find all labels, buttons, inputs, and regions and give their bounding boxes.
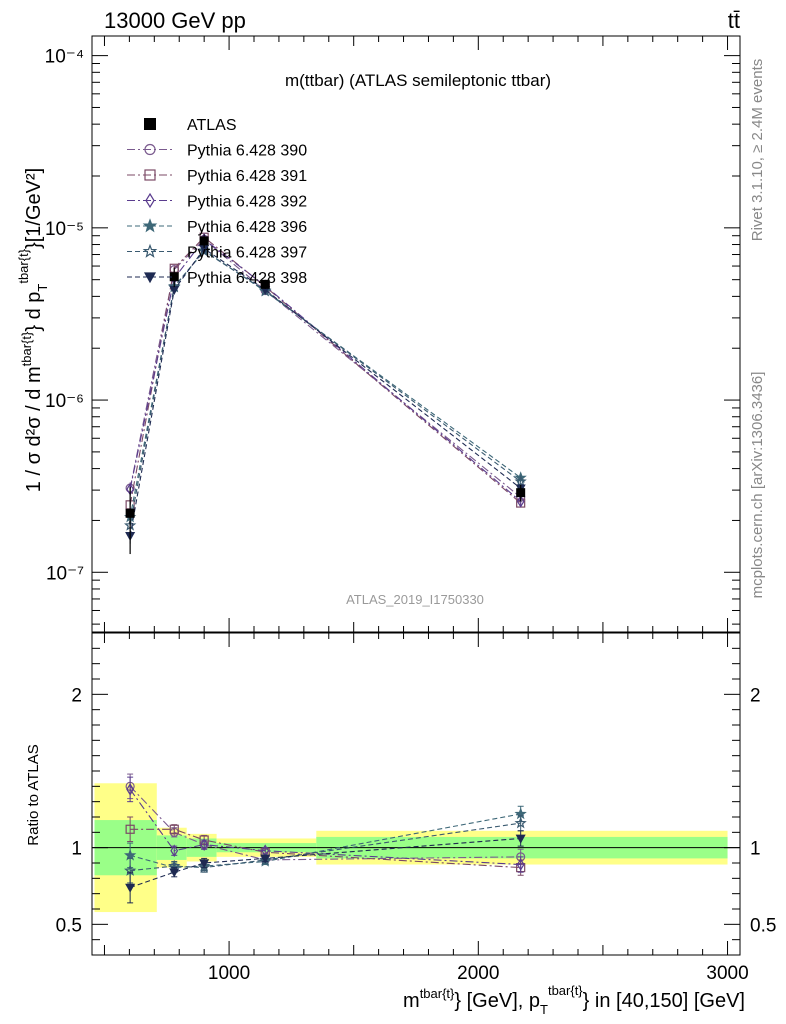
legend-marker-atlas xyxy=(144,118,156,130)
main-y-tick-label: 10⁻⁴ xyxy=(45,47,84,68)
series-point-ratio xyxy=(516,858,525,871)
atlas-data-point xyxy=(199,236,209,246)
atlas-data-point xyxy=(516,488,526,498)
legend: ATLAS Pythia 6.428 390 Pythia 6.428 391 Pyt… xyxy=(127,117,307,287)
main-y-tick-label: 10⁻⁷ xyxy=(46,563,84,584)
ratio-y-tick-label: 0.5 xyxy=(56,915,82,936)
series-line-main xyxy=(129,249,522,518)
series-line-main xyxy=(129,250,522,526)
ratio-y-tick-label: 1 xyxy=(71,839,82,860)
main-y-tick-label: 10⁻⁵ xyxy=(45,219,84,240)
atlas-data-point xyxy=(169,272,179,282)
legend-label: Pythia 6.428 396 xyxy=(187,219,307,236)
legend-marker xyxy=(142,243,158,258)
ratio-y-tick-label-right: 0.5 xyxy=(750,915,776,936)
ratio-frame xyxy=(91,632,741,956)
ratio-y-tick-label-right: 1 xyxy=(750,839,761,860)
series-point-ratio xyxy=(199,859,210,869)
atlas-data-point xyxy=(260,279,270,289)
series-line-ratio xyxy=(129,837,521,889)
legend-label: Pythia 6.428 397 xyxy=(187,245,307,262)
legend-marker xyxy=(142,218,158,233)
main-frame xyxy=(91,35,741,633)
series-line-main xyxy=(129,238,522,502)
legend-marker xyxy=(144,169,156,181)
series-point-ratio xyxy=(169,868,180,878)
series-point-ratio xyxy=(126,783,135,796)
chart-title: m(ttbar) (ATLAS semileptonic ttbar) xyxy=(285,71,551,90)
series-point-ratio xyxy=(169,824,179,834)
series-line-main xyxy=(129,238,522,498)
legend-marker xyxy=(143,272,157,284)
series-line-ratio xyxy=(129,789,521,866)
ratio-y-axis-label: Ratio to ATLAS xyxy=(25,744,42,845)
atlas-data-point xyxy=(125,508,135,518)
series-point-main xyxy=(516,495,525,508)
legend-label: Pythia 6.428 392 xyxy=(187,194,307,211)
series-point-ratio xyxy=(260,854,271,864)
legend-label-atlas: ATLAS xyxy=(187,117,237,134)
legend-label: Pythia 6.428 391 xyxy=(187,168,307,185)
header-process-label: tt̄ xyxy=(728,8,740,33)
x-tick-label: 3000 xyxy=(706,963,748,984)
series-point-ratio xyxy=(515,834,526,844)
main-panel: 10⁻⁷ 10⁻⁶ 10⁻⁵ 10⁻⁴ m(ttbar) (ATLAS semilept… xyxy=(45,35,741,633)
mcplots-label: mcplots.cern.ch [arXiv:1306.3436] xyxy=(749,372,766,599)
series-point-ratio xyxy=(514,816,527,829)
legend-label: Pythia 6.428 390 xyxy=(187,143,307,160)
rivet-version-label: Rivet 3.1.10, ≥ 2.4M events xyxy=(749,59,766,242)
ratio-panel: 1000 2000 3000 0.5 0.5 1 1 2 2 xyxy=(56,36,776,984)
legend-marker xyxy=(145,192,155,209)
series-point-ratio xyxy=(197,861,211,873)
series-line-main xyxy=(129,248,522,536)
x-tick-label: 2000 xyxy=(457,963,499,984)
series-point-ratio xyxy=(124,848,137,861)
x-axis-label: mtbar{t}} [GeV], pTtbar{t}} in [40,150] … xyxy=(403,983,745,1017)
series-point-ratio xyxy=(125,824,135,834)
series-point-ratio xyxy=(125,883,136,893)
series-point-main xyxy=(514,474,527,487)
x-tick-label: 1000 xyxy=(208,963,250,984)
series-point-ratio xyxy=(200,838,209,851)
analysis-watermark: ATLAS_2019_I1750330 xyxy=(346,592,484,607)
header-energy-label: 13000 GeV pp xyxy=(104,8,246,33)
legend-label: Pythia 6.428 398 xyxy=(187,270,307,287)
ratio-y-tick-label: 2 xyxy=(71,685,82,706)
main-y-axis-label: 1 / σ d²σ / d mtbar{t}} d pTtbar{t}}[1/G… xyxy=(16,168,50,492)
series-point-ratio xyxy=(170,844,179,858)
legend-marker xyxy=(144,143,156,156)
ratio-y-tick-label-right: 2 xyxy=(750,685,761,706)
main-y-tick-label: 10⁻⁶ xyxy=(45,391,84,412)
